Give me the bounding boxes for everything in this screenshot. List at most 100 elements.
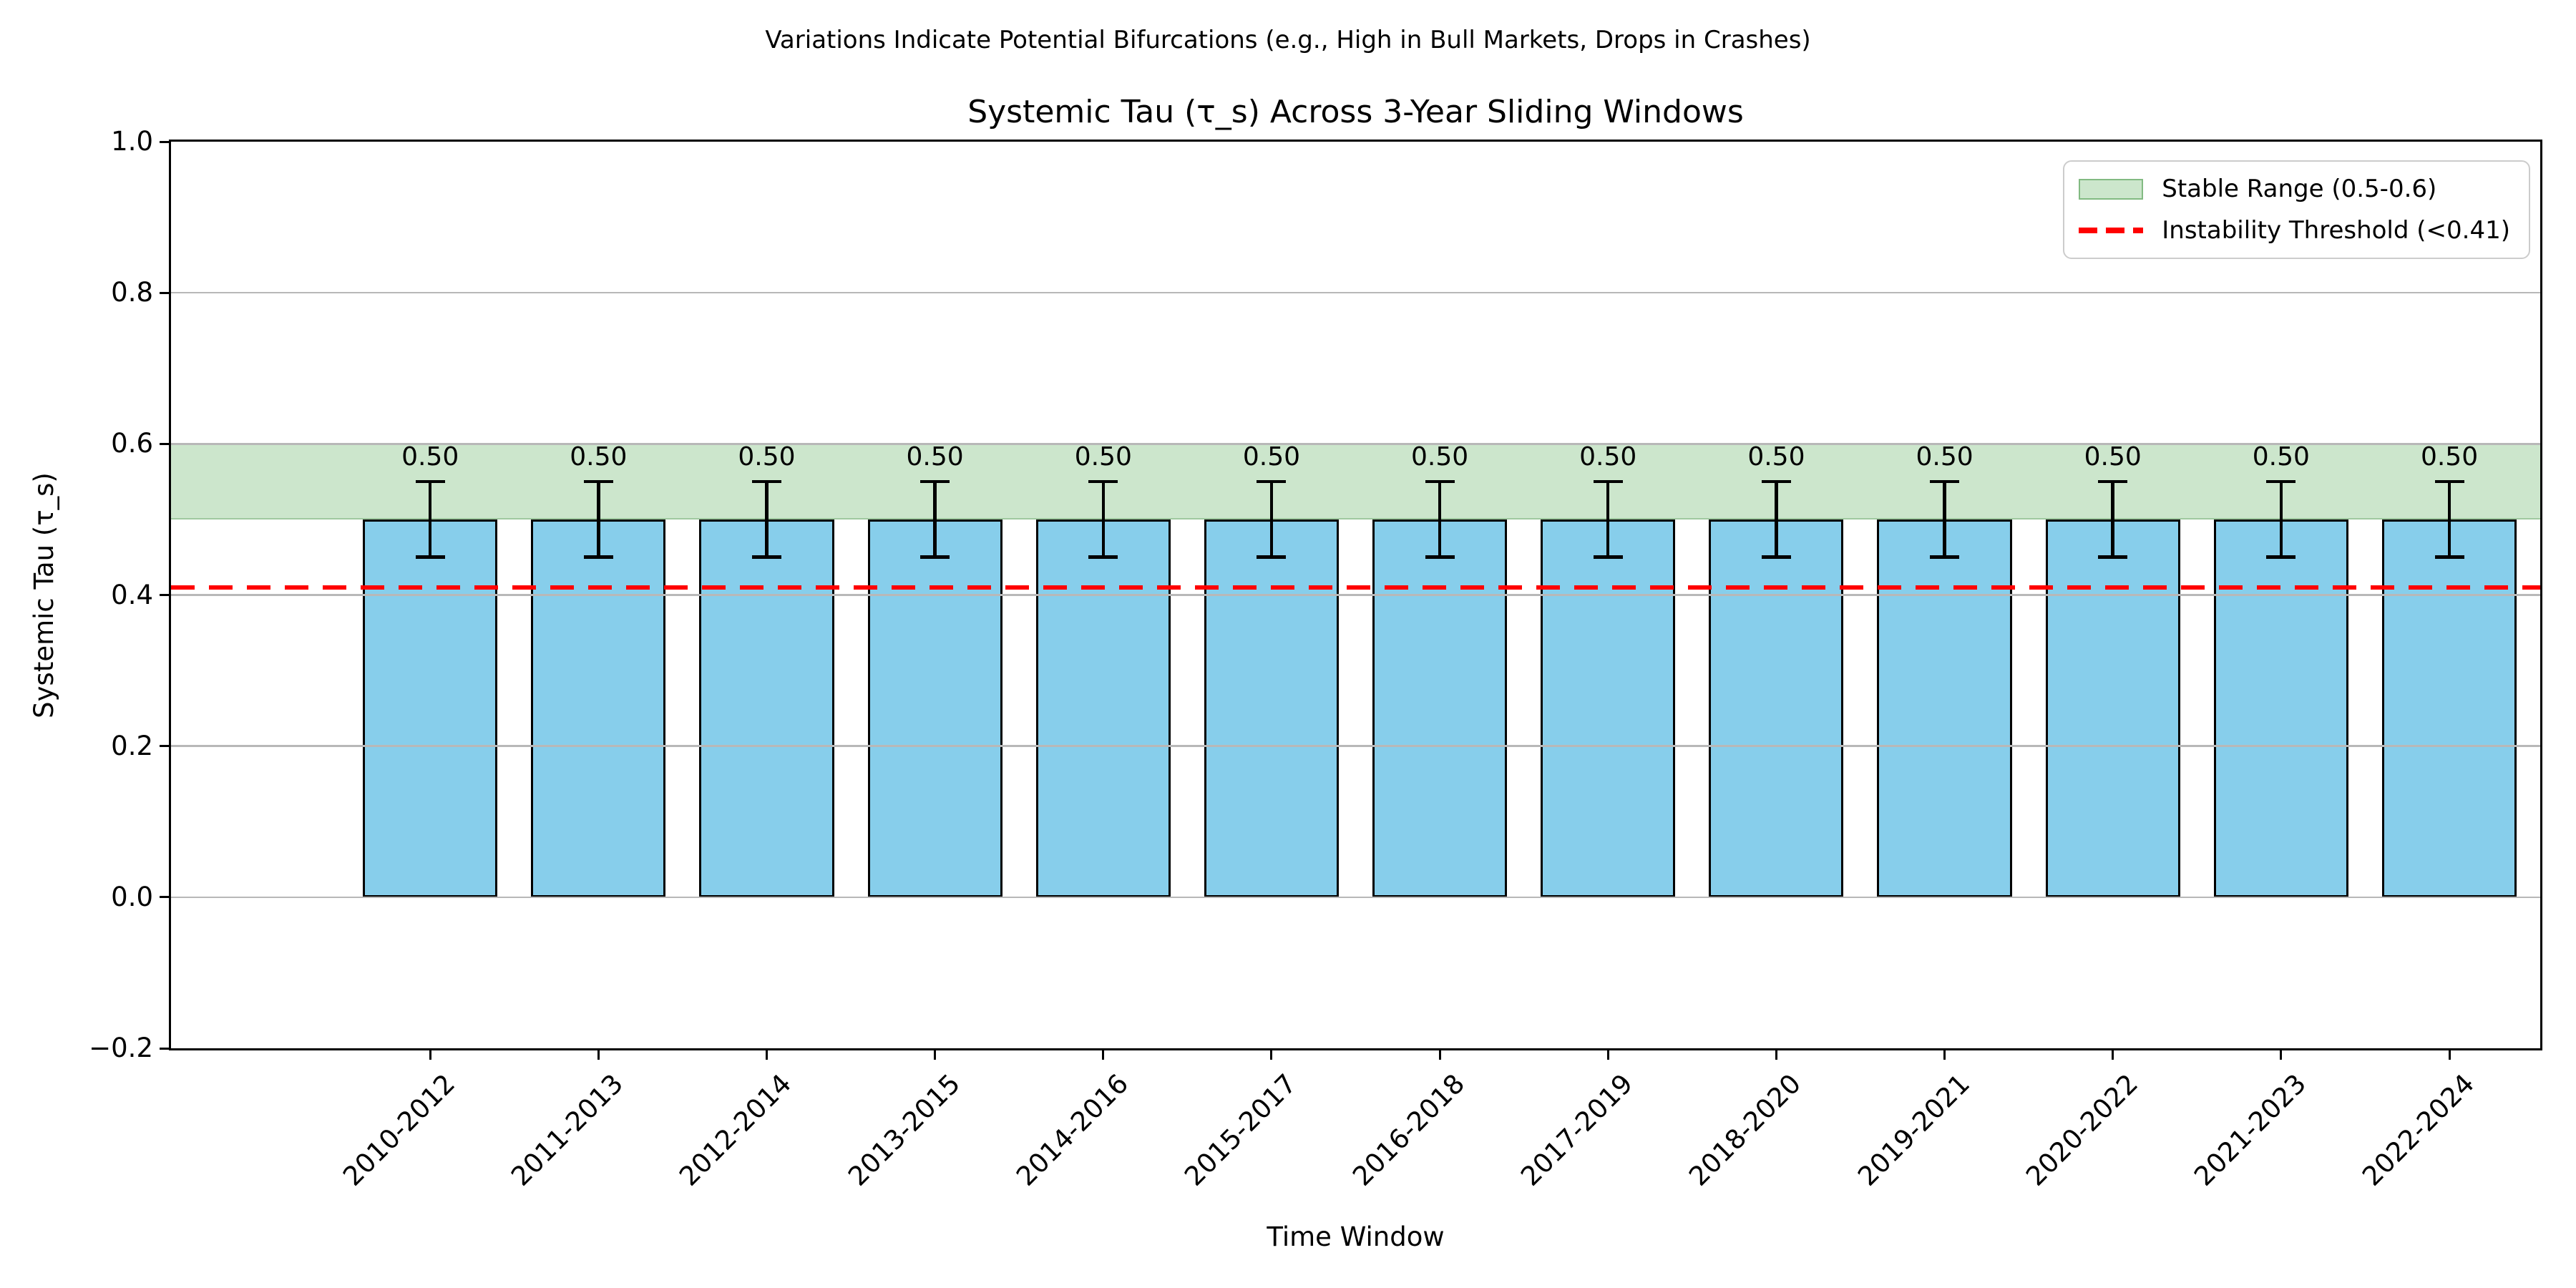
bar	[1709, 519, 1844, 897]
error-bar	[1438, 482, 1442, 557]
error-bar-cap-bottom	[751, 555, 781, 559]
bar-value-label: 0.50	[2252, 441, 2310, 472]
bar-value-label: 0.50	[738, 441, 796, 472]
bar-value-label: 0.50	[1579, 441, 1637, 472]
bar	[1035, 519, 1171, 897]
y-tick-label: 0.8	[111, 277, 153, 308]
bar-value-label: 0.50	[1916, 441, 1974, 472]
bar	[2045, 519, 2180, 897]
y-tick	[160, 442, 169, 445]
chart-suptitle: Variations Indicate Potential Bifurcatio…	[765, 26, 1811, 54]
error-bar	[428, 482, 432, 557]
x-tick	[1438, 1050, 1441, 1060]
y-tick-label: −0.2	[89, 1033, 153, 1063]
stable-range-swatch-icon	[2079, 178, 2144, 200]
error-bar	[597, 482, 600, 557]
bar-value-label: 0.50	[570, 441, 628, 472]
error-bar-cap-top	[1593, 479, 1623, 484]
error-bar-cap-top	[751, 479, 781, 484]
error-bar-cap-top	[1761, 479, 1791, 484]
bar-value-label: 0.50	[401, 441, 459, 472]
x-tick-label: 2013-2015	[841, 1068, 966, 1192]
error-bar	[1943, 482, 1946, 557]
error-bar	[1606, 482, 1610, 557]
error-bar-cap-bottom	[1425, 555, 1455, 559]
bar	[867, 519, 1002, 897]
bar-value-label: 0.50	[1747, 441, 1805, 472]
gridline	[171, 896, 2540, 899]
legend: Stable Range (0.5-0.6) Instability Thres…	[2063, 160, 2530, 259]
bar-value-label: 0.50	[1411, 441, 1469, 472]
chart-title: Systemic Tau (τ_s) Across 3-Year Sliding…	[967, 94, 1744, 130]
bar	[531, 519, 666, 897]
y-tick	[160, 594, 169, 596]
threshold-line	[171, 585, 2540, 590]
threshold-dash-swatch-icon	[2079, 228, 2144, 233]
bar-value-label: 0.50	[1074, 441, 1132, 472]
bar	[1877, 519, 2012, 897]
error-bar-cap-top	[415, 479, 445, 484]
x-tick	[2448, 1050, 2451, 1060]
legend-item-instability-threshold: Instability Threshold (<0.41)	[2079, 213, 2510, 248]
bar	[363, 519, 498, 897]
error-bar-cap-bottom	[1088, 555, 1118, 559]
gridline	[171, 594, 2540, 596]
error-bar-cap-top	[2266, 479, 2296, 484]
bar-value-label: 0.50	[1242, 441, 1300, 472]
error-bar	[1775, 482, 1778, 557]
x-tick-label: 2018-2020	[1683, 1068, 1807, 1192]
x-tick-label: 2014-2016	[1010, 1068, 1134, 1192]
x-tick	[429, 1050, 431, 1060]
bar	[1204, 519, 1339, 897]
legend-label-instability-threshold: Instability Threshold (<0.41)	[2162, 216, 2510, 245]
x-tick	[1102, 1050, 1105, 1060]
error-bar	[1269, 482, 1274, 557]
error-bar	[1101, 482, 1106, 557]
x-tick	[2112, 1050, 2114, 1060]
x-tick	[1775, 1050, 1777, 1060]
error-bar-cap-top	[1425, 479, 1455, 484]
error-bar-cap-bottom	[2266, 555, 2296, 559]
x-tick-label: 2012-2014	[673, 1068, 798, 1192]
x-tick-label: 2020-2022	[2019, 1068, 2144, 1192]
gridline	[171, 443, 2540, 445]
legend-label-stable-range: Stable Range (0.5-0.6)	[2162, 175, 2437, 203]
x-tick-label: 2011-2013	[505, 1068, 630, 1192]
error-bar	[765, 482, 769, 557]
error-bar-cap-bottom	[1257, 555, 1287, 559]
error-bar-cap-top	[583, 479, 613, 484]
y-tick-label: 1.0	[111, 126, 153, 157]
y-tick	[160, 291, 169, 294]
error-bar-cap-bottom	[2098, 555, 2128, 559]
bar-value-label: 0.50	[2084, 441, 2142, 472]
x-tick	[597, 1050, 600, 1060]
legend-item-stable-range: Stable Range (0.5-0.6)	[2079, 172, 2510, 206]
error-bar-cap-bottom	[2434, 555, 2464, 559]
x-tick-label: 2017-2019	[1515, 1068, 1639, 1192]
stable-range-band	[171, 444, 2540, 519]
y-tick-label: 0.0	[111, 881, 153, 912]
x-tick	[1943, 1050, 1946, 1060]
error-bar-cap-bottom	[1930, 555, 1960, 559]
x-tick	[765, 1050, 768, 1060]
bar	[1372, 519, 1508, 897]
x-tick	[934, 1050, 937, 1060]
error-bar-cap-bottom	[1593, 555, 1623, 559]
error-bar-cap-top	[920, 479, 950, 484]
x-axis-label: Time Window	[1267, 1221, 1445, 1252]
y-tick	[160, 1047, 169, 1050]
error-bar-cap-top	[1257, 479, 1287, 484]
x-tick-label: 2021-2023	[2187, 1068, 2312, 1192]
y-tick	[160, 896, 169, 899]
y-tick-label: 0.6	[111, 428, 153, 459]
y-tick	[160, 140, 169, 143]
gridline	[171, 745, 2540, 747]
error-bar-cap-top	[1930, 479, 1960, 484]
error-bar-cap-top	[2434, 479, 2464, 484]
bar	[2381, 519, 2517, 897]
plot-area: Stable Range (0.5-0.6) Instability Thres…	[160, 140, 2542, 1060]
x-tick-label: 2019-2021	[1851, 1068, 1976, 1192]
x-tick-label: 2022-2024	[2356, 1068, 2481, 1192]
error-bar-cap-bottom	[415, 555, 445, 559]
